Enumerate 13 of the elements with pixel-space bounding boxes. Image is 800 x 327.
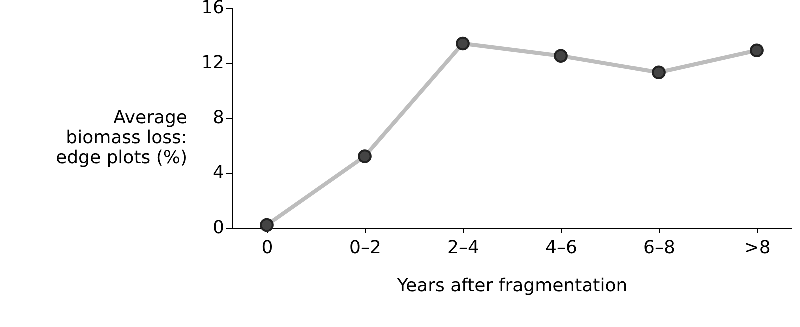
x-tick-label: 4–6: [546, 238, 578, 258]
x-tick-label: 6–8: [644, 238, 676, 258]
x-tick-label: >8: [744, 238, 771, 258]
y-tick-label: 0: [213, 218, 224, 238]
y-tick-label: 12: [202, 52, 224, 74]
x-tick-label: 2–4: [448, 238, 480, 258]
y-tick-label: 4: [213, 162, 224, 184]
x-tick-label: 0–2: [350, 238, 382, 258]
y-axis-title: Average biomass loss: edge plots (%): [56, 108, 188, 168]
x-tick-label: 0: [262, 238, 274, 258]
y-tick-label: 16: [202, 0, 224, 18]
x-axis-title: Years after fragmentation: [396, 276, 628, 296]
y-tick-label: 8: [213, 108, 224, 128]
